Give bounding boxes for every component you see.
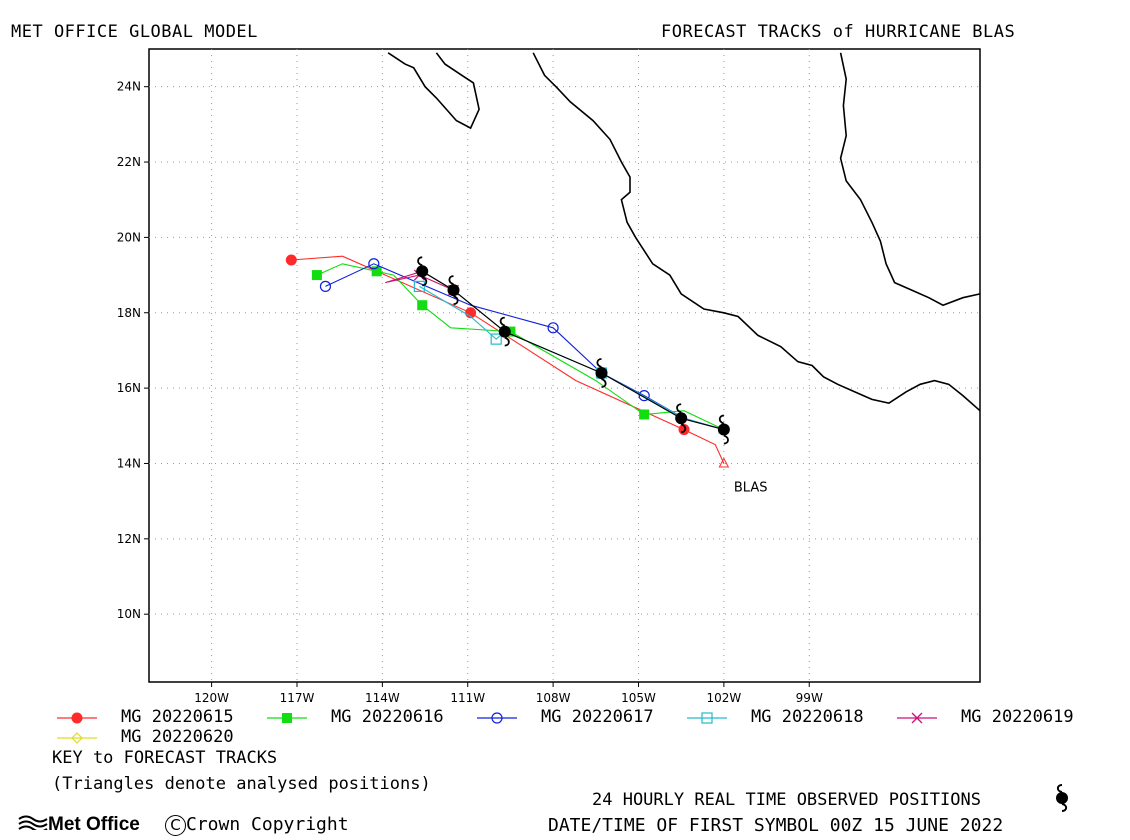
legend-item: MG 20220620 xyxy=(55,727,255,748)
legend-label: MG 20220615 xyxy=(121,707,234,727)
legend-swatch xyxy=(477,712,517,724)
met-office-logo: Met Office xyxy=(18,814,140,836)
observed-positions-label: 24 HOURLY REAL TIME OBSERVED POSITIONS xyxy=(592,790,981,810)
legend-label: MG 20220618 xyxy=(751,707,864,727)
legend-label: MG 20220617 xyxy=(541,707,654,727)
legend-marker xyxy=(71,732,83,744)
forecast-track-line xyxy=(291,255,725,464)
forecast-marker xyxy=(547,322,559,334)
forecast-track-line xyxy=(316,263,725,431)
forecast-marker xyxy=(368,258,380,270)
y-tick-label: 22N xyxy=(117,155,141,169)
y-tick-label: 10N xyxy=(117,607,141,621)
forecast-track xyxy=(319,258,730,434)
forecast-track-line xyxy=(385,270,454,291)
x-tick-label: 102W xyxy=(706,691,741,705)
hurricane-symbol-icon xyxy=(717,414,730,445)
legend-label: MG 20220616 xyxy=(331,707,444,727)
legend-swatch xyxy=(687,712,727,724)
legend-marker xyxy=(491,712,503,724)
legend-item: MG 20220616 xyxy=(265,707,465,728)
forecast-marker xyxy=(413,280,425,292)
x-tick-label: 111W xyxy=(450,691,485,705)
copyright: C Crown Copyright xyxy=(165,814,349,836)
x-tick-label: 99W xyxy=(796,691,823,705)
forecast-marker xyxy=(371,266,382,277)
legend-item: MG 20220615 xyxy=(55,707,255,728)
forecast-track-line xyxy=(325,263,725,431)
y-tick-label: 24N xyxy=(117,80,141,94)
forecast-marker xyxy=(285,254,297,266)
hurricane-symbol-icon xyxy=(595,358,608,388)
coastline xyxy=(387,52,480,130)
met-office-wave-icon xyxy=(18,814,48,836)
map-frame xyxy=(148,48,981,683)
legend-label: MG 20220620 xyxy=(121,727,234,747)
hurricane-symbol-icon xyxy=(498,316,511,347)
forecast-track xyxy=(285,254,730,468)
x-tick-label: 117W xyxy=(280,691,315,705)
legend-marker xyxy=(701,712,713,724)
legend-swatch xyxy=(57,712,97,724)
observed-track-line xyxy=(421,270,725,431)
legend-marker xyxy=(282,713,292,723)
x-tick-label: 108W xyxy=(536,691,571,705)
hurricane-symbol-icon xyxy=(675,403,688,434)
legend-marker xyxy=(911,712,923,724)
coastline xyxy=(532,52,981,412)
copyright-text: Crown Copyright xyxy=(186,814,349,835)
copyright-icon: C xyxy=(165,814,186,836)
hurricane-symbol-icon xyxy=(1056,784,1068,812)
x-tick-label: 105W xyxy=(621,691,656,705)
storm-label: BLAS xyxy=(734,481,768,496)
y-tick-label: 18N xyxy=(117,306,141,320)
x-tick-label: 120W xyxy=(194,691,229,705)
first-symbol-datetime: DATE/TIME OF FIRST SYMBOL 00Z 15 JUNE 20… xyxy=(548,815,1004,836)
y-tick-label: 14N xyxy=(117,456,141,470)
legend-marker xyxy=(71,712,83,724)
legend-item: MG 20220618 xyxy=(685,707,885,728)
legend-swatch xyxy=(267,713,307,723)
legend-key-title: KEY to FORECAST TRACKS xyxy=(52,748,278,768)
y-tick-label: 16N xyxy=(117,381,141,395)
x-tick-label: 114W xyxy=(365,691,400,705)
forecast-marker xyxy=(311,270,322,281)
legend-item: MG 20220619 xyxy=(895,707,1095,728)
chart-title: FORECAST TRACKS of HURRICANE BLAS xyxy=(661,22,1016,42)
y-tick-label: 20N xyxy=(117,230,141,244)
legend-key-note: (Triangles denote analysed positions) xyxy=(52,774,431,794)
legend-item: MG 20220617 xyxy=(475,707,675,728)
forecast-track-line xyxy=(419,285,725,431)
forecast-marker xyxy=(638,390,650,402)
y-tick-label: 12N xyxy=(117,532,141,546)
forecast-marker xyxy=(319,280,332,292)
legend-swatch xyxy=(57,732,97,744)
model-title: MET OFFICE GLOBAL MODEL xyxy=(11,22,258,42)
hurricane-symbol-icon xyxy=(447,275,460,306)
legend-label: MG 20220619 xyxy=(961,707,1074,727)
forecast-track xyxy=(413,280,730,434)
forecast-marker xyxy=(639,409,650,420)
forecast-marker xyxy=(417,300,428,311)
met-office-logo-text: Met Office xyxy=(48,814,140,836)
forecast-marker xyxy=(490,333,502,345)
coastline xyxy=(839,52,981,307)
analysed-position-triangle xyxy=(718,457,730,468)
hurricane-symbol-icon xyxy=(416,256,429,287)
legend-swatch xyxy=(897,712,937,724)
